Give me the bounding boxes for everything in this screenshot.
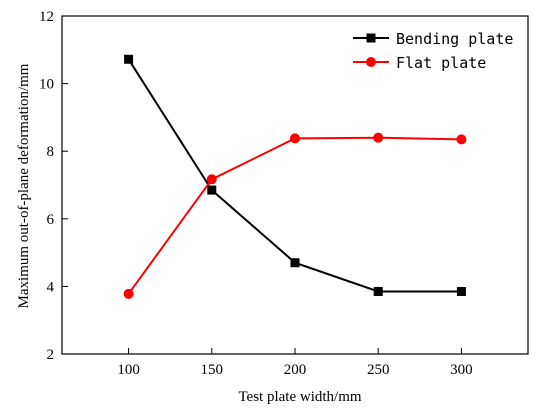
data-point-flat-plate <box>206 174 217 185</box>
y-tick-label: 12 <box>39 9 54 25</box>
x-axis-title: Test plate width/mm <box>238 389 361 405</box>
x-axis: 100 150 200 250 300 <box>117 348 473 378</box>
data-point-bending-plate <box>290 258 300 268</box>
y-tick-label: 8 <box>47 144 55 160</box>
legend: Bending plate Flat plate <box>353 30 513 72</box>
x-tick-label: 200 <box>284 362 307 378</box>
data-point-flat-plate <box>290 133 300 144</box>
y-axis-title: Maximum out-of-plane deformation/mm <box>16 63 32 308</box>
data-point-bending-plate <box>373 286 383 296</box>
legend-marker-bending-plate <box>366 33 376 43</box>
x-tick-label: 300 <box>450 362 473 378</box>
series-layer <box>123 54 467 299</box>
y-tick-label: 2 <box>47 347 55 363</box>
y-tick-label: 10 <box>39 77 54 93</box>
data-point-flat-plate <box>123 288 134 299</box>
series-line-flat-plate <box>127 136 462 295</box>
data-point-bending-plate <box>456 286 466 296</box>
x-tick-label: 150 <box>201 362 224 378</box>
legend-marker-flat-plate <box>366 57 376 67</box>
y-axis: 2 4 6 8 10 12 <box>39 9 68 363</box>
series-line-bending-plate <box>127 58 462 293</box>
data-point-bending-plate <box>124 54 134 64</box>
x-tick-label: 250 <box>367 362 390 378</box>
y-tick-label: 4 <box>47 279 55 295</box>
legend-label-flat-plate: Flat plate <box>396 54 486 72</box>
legend-label-bending-plate: Bending plate <box>396 30 513 48</box>
y-tick-label: 6 <box>47 212 55 228</box>
data-point-bending-plate <box>207 185 217 195</box>
data-point-flat-plate <box>456 134 467 145</box>
x-tick-label: 100 <box>117 362 140 378</box>
data-point-flat-plate <box>373 132 384 143</box>
